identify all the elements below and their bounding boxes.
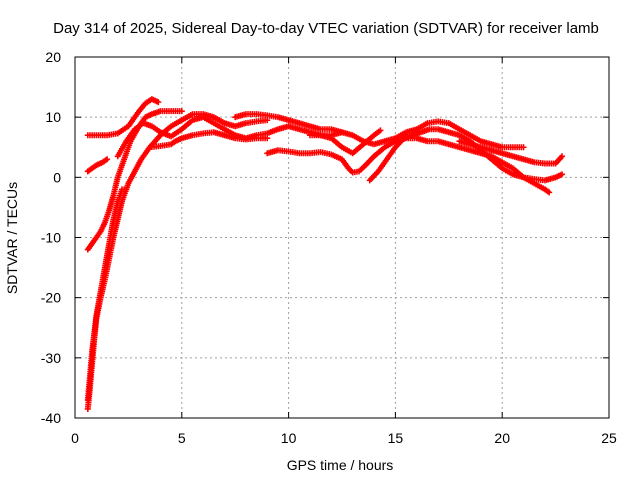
data-points (84, 96, 566, 412)
series-track-k (456, 138, 566, 167)
series-track-h (232, 111, 527, 151)
y-tick-label: 10 (45, 109, 61, 125)
y-tick-label: 0 (53, 169, 61, 185)
x-tick-label: 20 (494, 430, 510, 446)
data-point-marker (559, 171, 566, 178)
series-track-b (84, 186, 130, 403)
data-point-marker (123, 186, 130, 193)
chart-title: Day 314 of 2025, Sidereal Day-to-day VTE… (53, 20, 599, 37)
x-tick-label: 5 (178, 430, 186, 446)
y-tick-label: 20 (45, 49, 61, 65)
series-track-l (306, 127, 384, 157)
series-track-d (84, 156, 111, 175)
y-tick-label: -40 (41, 410, 61, 426)
y-tick-label: -20 (41, 290, 61, 306)
y-tick-label: -10 (41, 230, 61, 246)
y-axis-title: SDTVAR / TECUs (4, 182, 20, 294)
x-tick-label: 25 (601, 430, 617, 446)
series-track-c (84, 108, 185, 253)
y-tick-label: -30 (41, 350, 61, 366)
data-point-marker (178, 108, 185, 115)
data-point-marker (264, 135, 271, 142)
series-track-a (84, 111, 271, 412)
series-track-i (264, 135, 553, 196)
series-track-e (84, 96, 162, 139)
data-point-marker (104, 156, 111, 163)
x-tick-label: 15 (388, 430, 404, 446)
x-axis-title: GPS time / hours (287, 457, 394, 473)
series-track-j (366, 126, 566, 184)
data-point-marker (155, 99, 162, 106)
plot-frame (74, 56, 610, 419)
data-point-marker (546, 189, 553, 196)
axes: 0 5 10 15 20 25 -40 -30 -20 -10 0 10 20 (41, 49, 617, 446)
series-track-g (146, 129, 271, 151)
x-tick-label: 0 (71, 430, 79, 446)
data-point-marker (520, 144, 527, 151)
x-tick-label: 10 (281, 430, 297, 446)
data-point-marker (559, 153, 566, 160)
data-point-marker (377, 127, 384, 134)
